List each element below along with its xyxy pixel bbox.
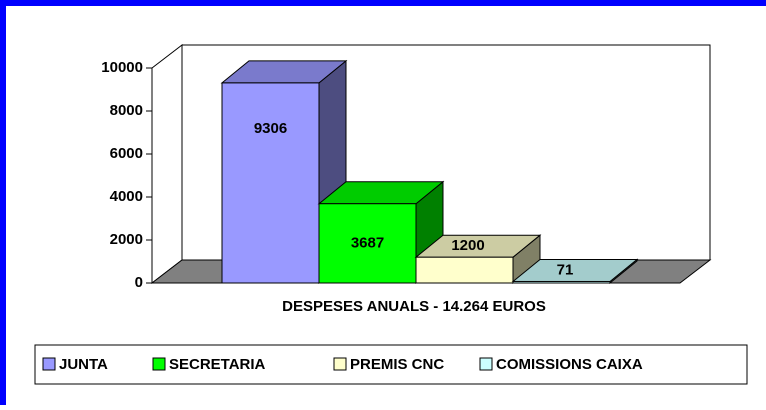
value-label: 3687 [351, 234, 384, 251]
y-tick-label: 6000 [110, 145, 143, 162]
bar [512, 280, 611, 284]
y-tick-label: 0 [135, 274, 143, 291]
legend-swatch [152, 357, 166, 371]
bar [415, 256, 514, 284]
legend-label: PREMIS CNC [350, 356, 444, 373]
legend-swatch [42, 357, 56, 371]
border-left [0, 0, 6, 405]
legend-swatch [479, 357, 493, 371]
side-wall [151, 43, 183, 285]
legend-label: JUNTA [59, 356, 108, 373]
y-tick-label: 2000 [110, 231, 143, 248]
y-tick-label: 4000 [110, 188, 143, 205]
border-top [0, 0, 766, 6]
y-tick-label: 8000 [110, 102, 143, 119]
value-label: 1200 [451, 237, 484, 254]
chart-title: DESPESES ANUALS - 14.264 EUROS [282, 298, 546, 315]
bar [318, 203, 417, 284]
legend-swatch [333, 357, 347, 371]
value-label: 71 [557, 261, 574, 278]
legend-label: COMISSIONS CAIXA [496, 356, 643, 373]
bar [221, 82, 320, 284]
y-tick-label: 10000 [101, 59, 143, 76]
value-label: 9306 [254, 120, 287, 137]
legend-label: SECRETARIA [169, 356, 266, 373]
